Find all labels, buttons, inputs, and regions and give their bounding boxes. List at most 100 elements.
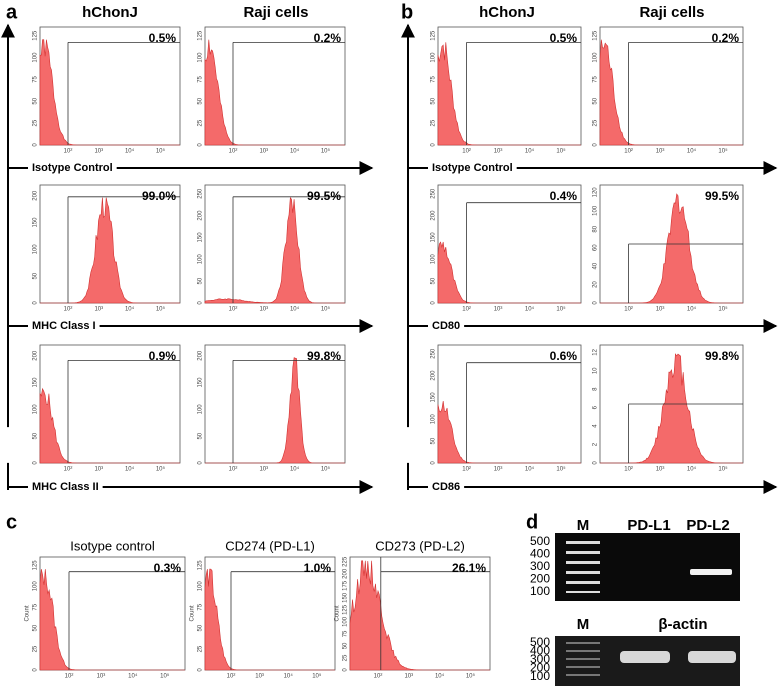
axis-label: MHC Class I <box>32 320 96 332</box>
x-tick-label: 10⁵ <box>160 673 170 680</box>
gel-bottom <box>555 636 740 686</box>
y-tick-label: 2 <box>593 442 599 446</box>
y-tick-label: 50 <box>33 97 39 104</box>
x-tick-label: 10² <box>229 467 238 473</box>
x-tick-label: 10³ <box>259 149 268 155</box>
y-tick-label: 100 <box>198 254 204 265</box>
y-tick-label: 0 <box>593 143 599 147</box>
axis-label: CD86 <box>432 481 460 493</box>
x-tick-label: 10⁵ <box>466 673 476 680</box>
y-tick-label: 12 <box>593 348 599 355</box>
x-tick-label: 10³ <box>259 467 268 473</box>
x-tick-label: 10⁵ <box>321 148 331 155</box>
y-tick-label: 0 <box>431 461 437 465</box>
y-tick-label: 200 <box>431 210 437 221</box>
ladder-label: 400 <box>530 644 550 658</box>
y-tick-label: 0 <box>33 143 39 147</box>
y-tick-label: 50 <box>198 432 204 439</box>
x-tick-label: 10² <box>624 149 633 155</box>
y-tick-label: 200 <box>198 210 204 221</box>
histogram <box>437 401 581 464</box>
y-tick-label: 50 <box>431 437 437 444</box>
gel-top <box>555 533 740 601</box>
y-tick-label: 175 <box>343 580 349 591</box>
x-tick-label: 10⁴ <box>290 466 300 473</box>
ladder-label: 300 <box>530 652 550 666</box>
y-tick-label: 25 <box>198 645 204 652</box>
label-bg <box>1 427 15 463</box>
x-tick-label: 10² <box>462 149 471 155</box>
x-tick-label: 10² <box>229 149 238 155</box>
y-tick-label: 200 <box>343 568 349 579</box>
y-tick-label: 100 <box>198 52 204 63</box>
lane-label: M <box>577 517 590 534</box>
y-tick-label: 0 <box>343 668 349 672</box>
y-tick-label: 125 <box>33 560 39 571</box>
x-tick-label: 10⁴ <box>125 306 135 313</box>
y-tick-label: 60 <box>593 244 599 251</box>
y-tick-label: 125 <box>343 604 349 615</box>
histogram <box>204 196 345 304</box>
x-tick-label: 10³ <box>94 149 103 155</box>
x-tick-label: 10⁴ <box>687 466 697 473</box>
x-tick-label: 10⁵ <box>718 306 728 313</box>
plot-title: CD273 (PD-L2) <box>375 538 465 553</box>
y-tick-label: 200 <box>33 190 39 201</box>
panel-label: b <box>401 1 413 23</box>
x-tick-label: 10⁵ <box>718 466 728 473</box>
x-tick-label: 10³ <box>494 149 503 155</box>
histogram <box>600 193 743 304</box>
y-tick-label: 100 <box>33 52 39 63</box>
ladder-label: 500 <box>530 534 550 548</box>
x-tick-label: 10⁴ <box>284 673 294 680</box>
y-tick-label: 50 <box>33 432 39 439</box>
y-tick-label: 75 <box>33 603 39 610</box>
x-tick-label: 10⁴ <box>290 148 300 155</box>
histogram <box>39 569 185 671</box>
x-tick-label: 10² <box>65 674 74 680</box>
y-tick-label: 0 <box>431 301 437 305</box>
x-tick-label: 10³ <box>255 674 264 680</box>
ladder-label: 100 <box>530 584 550 598</box>
lane-label: PD-L2 <box>686 517 729 534</box>
lane-label: PD-L1 <box>627 517 670 534</box>
x-tick-label: 10² <box>462 307 471 313</box>
x-tick-label: 10³ <box>656 307 665 313</box>
x-tick-label: 10⁴ <box>290 306 300 313</box>
panel-label: c <box>6 511 17 533</box>
histogram <box>204 568 335 671</box>
x-tick-label: 10⁵ <box>321 466 331 473</box>
column-header: Raji cells <box>639 4 704 21</box>
ladder-label: 500 <box>530 635 550 649</box>
ladder-label: 100 <box>530 669 550 683</box>
y-tick-label: 100 <box>593 52 599 63</box>
y-tick-label: 0 <box>33 301 39 305</box>
y-tick-label: 75 <box>33 75 39 82</box>
y-tick-label: 25 <box>33 645 39 652</box>
y-tick-label: 25 <box>198 119 204 126</box>
y-tick-label: 0 <box>593 461 599 465</box>
y-tick-label: 50 <box>33 624 39 631</box>
y-tick-label: 20 <box>593 281 599 288</box>
lane-label: M <box>577 616 590 633</box>
histogram <box>40 197 180 304</box>
y-tick-label: 150 <box>33 377 39 388</box>
x-tick-label: 10³ <box>494 307 503 313</box>
y-tick-label: 200 <box>431 370 437 381</box>
ladder-label: 400 <box>530 547 550 561</box>
y-tick-label: 200 <box>198 350 204 361</box>
y-tick-label: 50 <box>593 97 599 104</box>
x-tick-label: 10² <box>227 674 236 680</box>
panel-label: a <box>6 1 18 23</box>
histogram <box>204 39 345 146</box>
histogram <box>599 39 743 146</box>
x-tick-label: 10⁵ <box>156 148 166 155</box>
y-tick-label: 150 <box>431 232 437 243</box>
y-tick-label: 150 <box>431 392 437 403</box>
y-tick-label: 0 <box>33 668 39 672</box>
y-tick-label: 50 <box>343 642 349 649</box>
plot-title: Isotype control <box>70 538 155 553</box>
x-tick-label: 10⁴ <box>435 673 445 680</box>
x-tick-label: 10³ <box>94 467 103 473</box>
